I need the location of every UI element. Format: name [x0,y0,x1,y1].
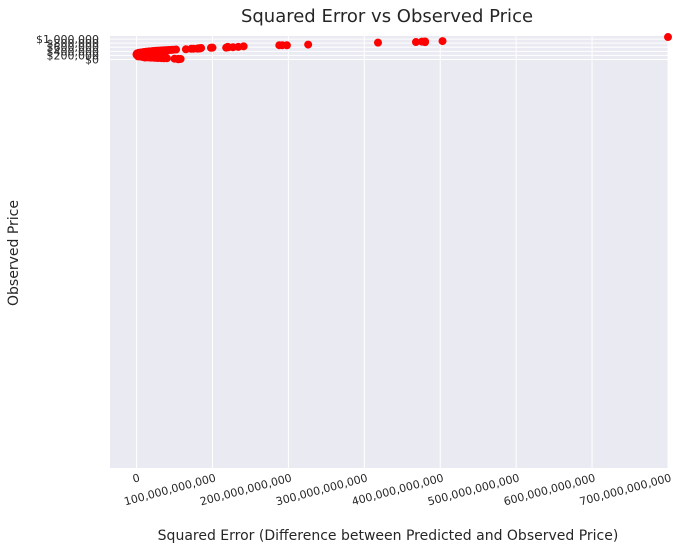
data-point [421,38,430,47]
y-tick-label: $400,000 [47,45,100,58]
y-tick-labels: $0$200,000$400,000$600,000$800,000$1,000… [36,33,99,66]
data-point [304,40,313,49]
chart-title: Squared Error vs Observed Price [241,6,533,27]
data-point [282,41,291,50]
data-point [664,33,672,42]
data-point [373,38,382,47]
x-tick-label: 0 [131,471,141,485]
data-point [159,46,168,55]
y-tick-label: $0 [85,53,99,66]
y-tick-label: $1,000,000 [36,33,99,46]
data-point [411,38,420,47]
x-tick-labels: 0100,000,000,000200,000,000,000300,000,0… [123,471,673,508]
data-point [181,45,190,54]
x-axis-label: Squared Error (Difference between Predic… [158,528,619,544]
data-point [159,54,168,63]
data-points [132,33,672,64]
data-point [438,37,447,46]
y-tick-label: $600,000 [47,41,100,54]
data-point [206,43,215,52]
data-point [174,55,183,64]
y-tick-label: $200,000 [47,49,100,62]
y-axis-label: Observed Price [6,200,22,306]
plot-background [110,36,668,468]
data-point [222,43,231,52]
y-tick-label: $800,000 [47,37,100,50]
